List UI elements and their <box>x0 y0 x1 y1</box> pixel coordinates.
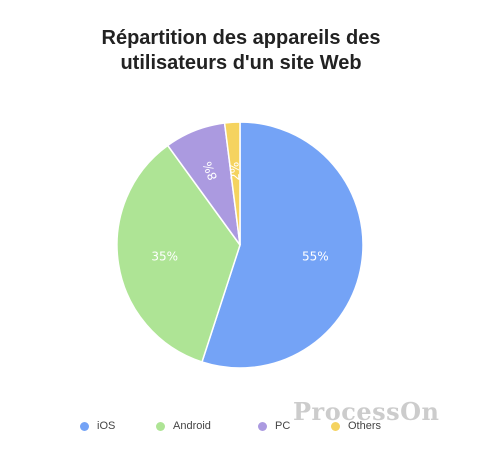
legend-item-others[interactable]: Others <box>331 417 381 435</box>
pie-slices <box>116 121 364 369</box>
chart-legend: iOS Android PC Others <box>0 417 482 435</box>
legend-marker-android <box>156 421 165 431</box>
legend-label-android: Android <box>173 420 211 432</box>
chart-title: Répartition des appareils des utilisateu… <box>101 27 381 74</box>
legend-item-android[interactable]: Android <box>156 417 211 435</box>
legend-item-ios[interactable]: iOS <box>80 417 115 435</box>
legend-marker-ios <box>80 421 89 431</box>
pie-slice-ios[interactable] <box>201 121 364 369</box>
legend-item-pc[interactable]: PC <box>258 417 290 435</box>
legend-marker-others <box>331 421 340 431</box>
legend-marker-pc <box>258 421 267 431</box>
pie-slice-labels: 55% 35% 8% 2% <box>151 159 328 263</box>
pie-slice-others[interactable] <box>223 121 241 246</box>
legend-label-ios: iOS <box>97 420 116 432</box>
legend-label-others: Others <box>348 420 382 432</box>
slice-label-android: 35% <box>151 249 178 263</box>
processon-watermark: ProcessOn <box>293 397 440 426</box>
legend-label-pc: PC <box>275 420 291 432</box>
slice-label-ios: 55% <box>302 249 329 263</box>
slice-label-pc: 8% <box>200 159 220 182</box>
pie-slice-android[interactable] <box>116 144 241 363</box>
slice-label-others: 2% <box>227 161 242 181</box>
